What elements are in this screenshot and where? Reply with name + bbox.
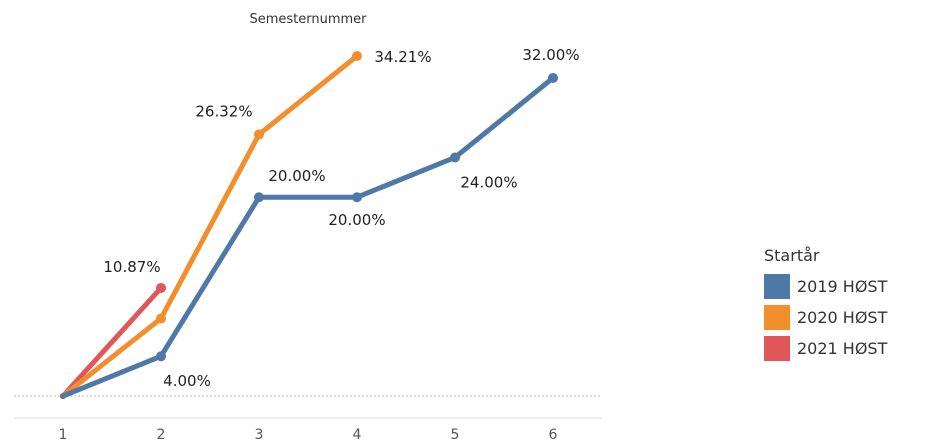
data-point[interactable] <box>156 282 166 293</box>
data-point[interactable] <box>352 51 362 61</box>
legend-item[interactable]: 2019 HØST <box>764 271 930 302</box>
data-point[interactable] <box>548 72 558 83</box>
data-point[interactable] <box>352 192 362 203</box>
series-line-2020-h-st[interactable] <box>60 53 360 399</box>
data-label: 10.87% <box>103 258 160 276</box>
legend: Startår 2019 HØST 2020 HØST 2021 HØST <box>764 246 930 364</box>
data-label: 4.00% <box>163 372 211 390</box>
legend-label: 2019 HØST <box>797 277 888 296</box>
x-axis-title: Semesternummer <box>249 12 367 27</box>
legend-swatch <box>764 336 790 361</box>
data-label: 20.00% <box>328 211 385 229</box>
x-tick-label: 6 <box>549 427 558 443</box>
series-line-2021-h-st[interactable] <box>60 285 164 399</box>
legend-item[interactable]: 2021 HØST <box>764 333 930 364</box>
x-tick-label: 5 <box>451 427 460 443</box>
legend-title: Startår <box>764 246 820 265</box>
data-label: 32.00% <box>522 46 579 64</box>
data-point[interactable] <box>254 129 264 140</box>
data-point[interactable] <box>156 351 166 362</box>
x-tick-label: 2 <box>157 427 166 443</box>
series-line-2019-h-st[interactable] <box>60 75 556 399</box>
legend-label: 2021 HØST <box>797 339 888 358</box>
data-label: 26.32% <box>195 102 252 120</box>
legend-label: 2020 HØST <box>797 308 888 327</box>
data-label: 24.00% <box>460 173 517 191</box>
data-point[interactable] <box>156 313 166 324</box>
data-label: 34.21% <box>374 48 431 66</box>
x-tick-label: 3 <box>255 427 264 443</box>
data-point[interactable] <box>60 393 66 399</box>
legend-swatch <box>764 274 790 299</box>
legend-item[interactable]: 2020 HØST <box>764 302 930 333</box>
x-tick-label: 1 <box>59 427 68 443</box>
data-point[interactable] <box>450 152 460 163</box>
x-tick-label: 4 <box>353 427 362 443</box>
data-point[interactable] <box>254 192 264 203</box>
legend-swatch <box>764 305 790 330</box>
data-label: 20.00% <box>268 167 325 185</box>
